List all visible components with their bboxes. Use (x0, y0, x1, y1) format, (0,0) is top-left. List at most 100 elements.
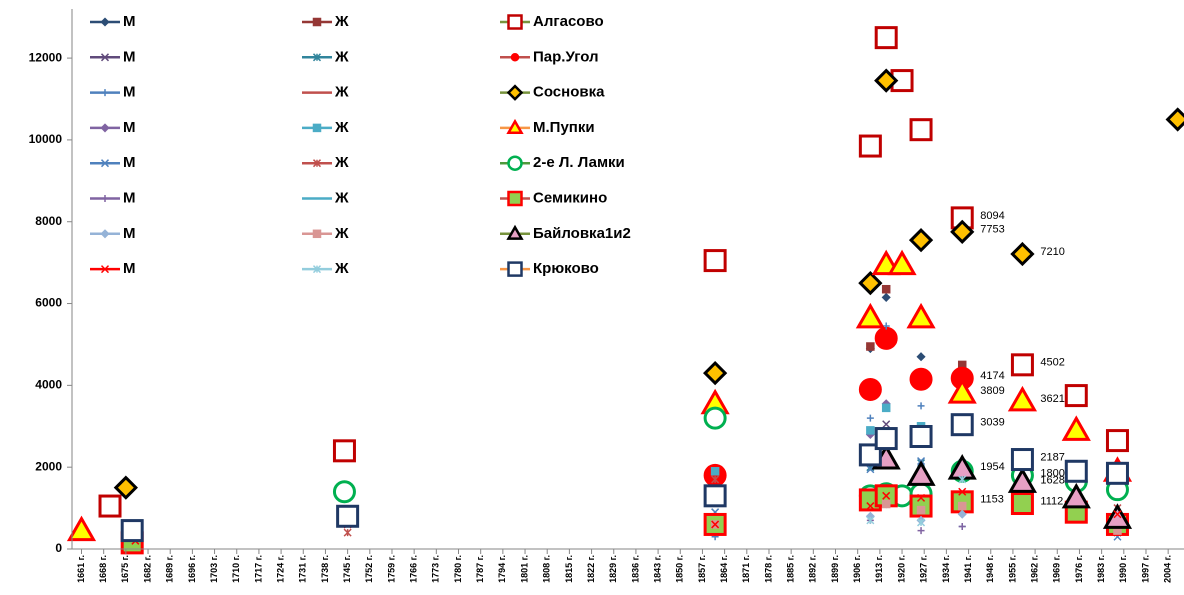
y-tick-label: 10000 (29, 132, 63, 146)
legend-marker (312, 17, 322, 27)
marker (906, 302, 936, 329)
marker (1010, 353, 1034, 377)
marker (874, 26, 898, 50)
x-tick-label: 1948 г. (985, 555, 995, 583)
legend-marker (100, 159, 110, 168)
marker (1010, 492, 1034, 516)
marker (1061, 482, 1091, 509)
y-tick-label: 6000 (35, 296, 62, 310)
x-tick-label: 1773 г. (431, 555, 441, 583)
data-label: 1112 (1040, 495, 1063, 507)
marker (113, 475, 138, 500)
data-label: 7210 (1040, 246, 1064, 258)
marker (958, 523, 966, 530)
x-tick-label: 1703 г. (209, 555, 219, 583)
legend-marker (312, 265, 322, 274)
legend-marker (100, 53, 110, 62)
x-tick-label: 1836 г. (630, 555, 640, 583)
x-tick-label: 1934 г. (941, 555, 951, 583)
x-tick-label: 1682 г. (142, 555, 152, 583)
data-label: 1800 (1040, 467, 1064, 479)
legend-label: Ж (334, 48, 349, 65)
legend-item: Ж (302, 154, 349, 171)
marker (1064, 384, 1088, 408)
marker (881, 499, 891, 509)
x-tick-label: 1689 г. (165, 555, 175, 583)
legend-marker (312, 123, 322, 133)
x-tick-label: 1920 г. (896, 555, 906, 583)
x-tick-label: 1864 г. (719, 555, 729, 583)
marker (710, 467, 720, 476)
legend-label: Ж (334, 119, 349, 136)
marker (917, 493, 926, 502)
legend-item: М (90, 48, 136, 65)
x-tick-label: 1745 г. (342, 555, 352, 583)
legend-item: М (90, 84, 136, 101)
marker (874, 326, 898, 350)
marker (909, 118, 933, 142)
marker (1007, 385, 1038, 412)
marker (1061, 415, 1091, 441)
x-tick-label: 1738 г. (320, 555, 330, 583)
marker (855, 302, 885, 329)
data-label: 1153 (980, 494, 1004, 506)
legend-item: Семикино (500, 189, 607, 206)
legend-marker (100, 123, 110, 133)
legend-marker (312, 229, 322, 239)
x-tick-label: 1675 г. (120, 555, 130, 583)
x-tick-label: 1843 г. (652, 555, 662, 583)
x-tick-label: 1766 г. (409, 555, 419, 583)
marker (866, 426, 875, 435)
x-tick-label: 1780 г. (453, 555, 463, 583)
legend-item: 2-е Л. Ламки (500, 154, 625, 171)
x-tick-label: 1983 г. (1096, 555, 1106, 583)
legend-label: 2-е Л. Ламки (533, 154, 625, 171)
marker (916, 505, 926, 515)
x-tick-label: 1815 г. (564, 555, 574, 583)
marker (881, 292, 891, 302)
x-tick-label: 1857 г. (697, 555, 707, 583)
data-label: 4174 (980, 370, 1004, 382)
legend-marker (100, 229, 110, 239)
legend-label: М (123, 13, 136, 30)
legend-label: Ж (334, 13, 349, 30)
legend-item: Крюково (500, 260, 599, 277)
legend: М Ж Алгасово М Ж Пар.Угол М Ж Сосновка М Ж М.Пупки М… (90, 13, 631, 277)
x-tick-label: 1969 г. (1052, 555, 1062, 583)
marker (66, 515, 97, 542)
x-tick-label: 1822 г. (586, 555, 596, 583)
marker (957, 501, 967, 511)
marker (1105, 429, 1129, 453)
legend-marker (507, 155, 523, 171)
marker (908, 228, 934, 253)
legend-item: М (90, 225, 136, 242)
marker (947, 378, 977, 404)
legend-label: Ж (334, 154, 349, 171)
x-tick-label: 1787 г. (475, 555, 485, 583)
legend-marker (100, 17, 110, 27)
legend-item: М (90, 154, 136, 171)
legend-label: М (123, 225, 136, 242)
x-tick-label: 2004 г. (1163, 555, 1173, 583)
marker (332, 439, 356, 463)
marker (1165, 107, 1184, 132)
marker (711, 520, 720, 529)
marker (1010, 241, 1035, 267)
legend-marker (101, 89, 109, 97)
marker (98, 494, 122, 518)
legend-item: Ж (302, 84, 349, 101)
legend-item: М (90, 13, 136, 30)
legend-marker (312, 53, 322, 62)
legend-item: Сосновка (500, 84, 605, 101)
legend-marker (506, 84, 524, 101)
marker (882, 322, 890, 330)
marker (343, 528, 352, 537)
y-tick-label: 4000 (35, 378, 62, 392)
x-tick-label: 1696 г. (187, 555, 197, 583)
legend-marker (507, 14, 523, 30)
marker (858, 134, 882, 158)
data-label: 3039 (980, 417, 1004, 429)
legend-item: М (90, 260, 136, 277)
